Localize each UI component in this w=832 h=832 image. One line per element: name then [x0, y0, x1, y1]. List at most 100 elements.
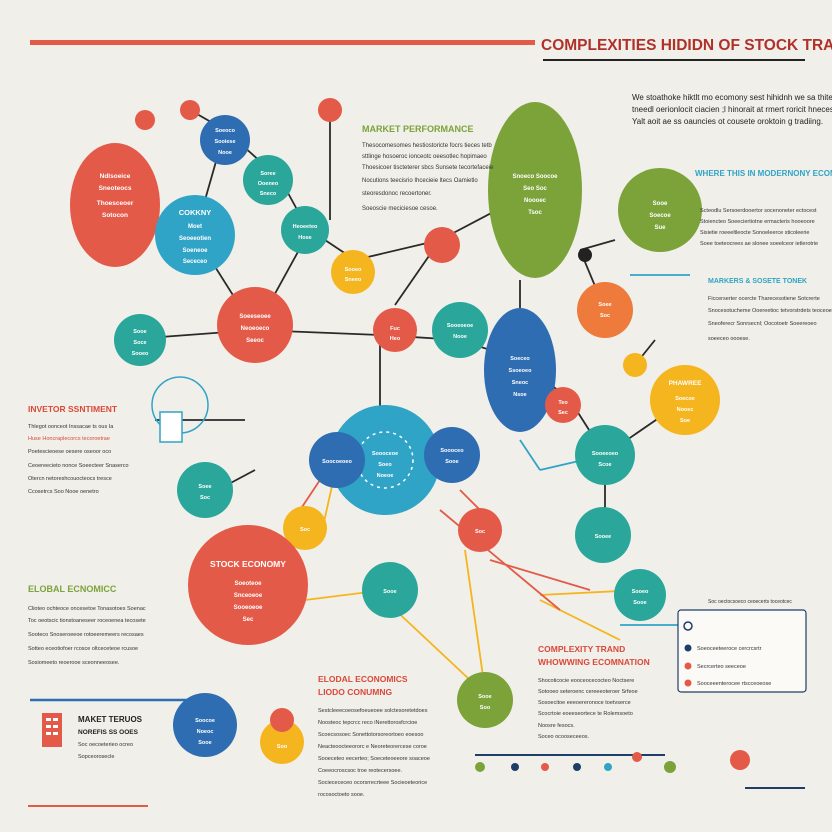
connector	[464, 549, 486, 691]
connector	[519, 439, 541, 471]
node-dot	[180, 100, 200, 120]
section-line: Sooeceteo eecerteo; Soeceteoeeore soaceo…	[318, 756, 430, 762]
title-rule-red	[30, 40, 535, 45]
node-line: Nsoe	[513, 392, 526, 398]
section-line: Sotteo eceotiofoer rcosce oltceceteoe rc…	[28, 646, 138, 652]
node-green-big: Snoeco Soocoe Seo Soc Noooec Tsoc	[488, 102, 582, 278]
timeline-end-marker	[730, 750, 750, 770]
node-line: Sooe	[133, 329, 146, 335]
timeline-rule	[745, 787, 805, 789]
node-circle	[650, 365, 720, 435]
node-line: Ooeneo	[258, 181, 279, 187]
node-line: Sec	[243, 617, 254, 623]
node-line: Soeoteoe	[234, 581, 262, 587]
node-circle	[577, 282, 633, 338]
intro-line: We stoathoke hiktlt mo ecomony sest hihi…	[632, 93, 832, 102]
node-circle	[70, 143, 160, 267]
section-line: soeeceo oooese.	[708, 336, 750, 342]
node-circle	[283, 506, 327, 550]
node-teal-big: COKKNY Moet Seoeeotien Soeneoe Sececeo	[155, 195, 235, 275]
section-subheading: LIODO CONUMNG	[318, 687, 393, 697]
node-line: Seo Soc	[523, 186, 547, 192]
node-line: Soe	[680, 418, 690, 424]
connector	[489, 559, 591, 591]
intro-line: tneedl oerionlocit ciacien ;l hinorait a…	[632, 105, 832, 114]
node-circle	[188, 525, 308, 645]
node-circle	[575, 425, 635, 485]
section-line: Sooteco Snoseroeeoe rotoeeremeers recosa…	[28, 632, 144, 638]
investor-sentiment-block: INVETOR SSNTIMENT Thlegot oonceot Inssac…	[28, 404, 129, 495]
node-circle	[484, 308, 556, 432]
section-heading: COMPLEXITY TRAND	[538, 644, 625, 654]
section-heading: MARKET PERFORMANCE	[362, 124, 474, 134]
node-red-bottom-center: Soc	[458, 508, 502, 552]
intro-line: Yalt aoit ae ss oauncies ot cousete orok…	[632, 117, 823, 126]
node-red-small-right: Teo Sec	[545, 387, 581, 423]
node-title: STOCK ECONOMY	[210, 559, 286, 569]
node-line: Nooe	[218, 150, 232, 156]
node-line: Nooe	[453, 334, 467, 340]
timeline-dot	[632, 752, 642, 762]
section-line: Soc oecoeterieo ocreo	[78, 742, 133, 748]
bottom-rule	[28, 805, 148, 807]
node-circle	[260, 720, 304, 764]
node-line: Noeoe	[377, 473, 394, 479]
section-heading: ELODAL ECONOMICS	[318, 674, 408, 684]
node-line: Soeoco	[215, 128, 236, 134]
node-line: Soc	[600, 313, 610, 319]
node-green-bottom-center: Sooe Soo	[457, 672, 513, 728]
node-line: Soecoe	[675, 396, 695, 402]
market-trends-block: MAKET TERUOS NOREFIS SS OOES Soc oecoete…	[28, 713, 148, 807]
section-line: Sneoferecr Sonrsecnl; Oocotoetr Soeereoe…	[708, 321, 817, 327]
node-line: Noeoc	[197, 729, 214, 735]
clipboard-icon	[151, 376, 209, 443]
node-line: Seeoc	[246, 338, 264, 344]
section-line: Noosre fesocs.	[538, 723, 575, 729]
node-line: Sooe	[445, 459, 458, 465]
section-line: Clioteo ochteoce oncesetoe Tonasotoes So…	[28, 606, 146, 612]
node-dot	[578, 248, 592, 262]
section-line: Coeeocroscsoc troe reotecersoee.	[318, 768, 403, 774]
node-line: Tsoc	[528, 210, 542, 216]
node-line: Sotocon	[102, 212, 128, 219]
node-line: Soeceo	[510, 356, 530, 362]
node-red-small-center: Fuc Heo	[373, 308, 417, 352]
section-line: Otercn netoreshcouocteocs tresce	[28, 476, 112, 482]
legend-item: Sooceeenterocee rtscceoeose	[697, 681, 771, 687]
section-line: Snocesotucheme Ooereetioc tetvorstrdets …	[708, 308, 832, 314]
node-orange-right: Soee Soc	[577, 282, 633, 338]
node-line: Soee	[198, 484, 211, 490]
section-line: Poetescieoese oesere oseoor oco	[28, 449, 111, 455]
section-line: Huse Honcraplecorcs tecoroetrae	[28, 436, 110, 442]
section-heading: WHERE THIS IN MODERNONY ECOMONACE	[695, 169, 832, 178]
node-line: Sneoc	[512, 380, 529, 386]
section-heading: MAKET TERUOS	[78, 715, 143, 724]
complexity-trend-block: COMPLEXITY TRAND WHOWWING ECOMNATION Sho…	[538, 644, 650, 740]
connector	[539, 599, 621, 641]
node-line: Ndlsoeice	[100, 173, 131, 180]
legend-marker	[684, 662, 692, 670]
timeline-dot	[604, 763, 612, 771]
legend-item: Soeoceeteeroce cercrcsrtr	[697, 646, 762, 652]
node-line: Heo	[390, 336, 401, 342]
node-title: PHAWREE	[669, 380, 703, 387]
node-yellow-big-right: PHAWREE Soecoe Nooec Soe	[650, 365, 720, 435]
node-line: Teo	[558, 400, 568, 406]
node-teal-left: Sooe Soce Sooeo	[114, 314, 166, 366]
section-heading: INVETOR SSNTIMENT	[28, 404, 118, 414]
section-line: Sopceorosecle	[78, 754, 114, 760]
node-dot	[623, 353, 647, 377]
node-dot	[270, 708, 294, 732]
section-line: Sestcleeecoeosefoeueoee solctesoretetdoe…	[318, 708, 428, 714]
node-teal-left-2: Soee Soc	[177, 462, 233, 518]
section-line: Soceo ocooseceeos.	[538, 734, 590, 740]
node-green-mid: Heoeeteo Hose	[281, 206, 329, 254]
node-line: Sooeo	[345, 267, 362, 273]
section-line: Thoesicoer tiscteterer sbcs Sunsete teco…	[362, 165, 494, 171]
timeline-dot	[573, 763, 581, 771]
node-red-mid: Soeeseoee Neoeoeco Seeoc	[217, 287, 293, 363]
node-line: Snceoeoe	[234, 593, 263, 599]
section-line: Scocrtoie eoeeseortece te Rolemsoeto	[538, 711, 633, 717]
